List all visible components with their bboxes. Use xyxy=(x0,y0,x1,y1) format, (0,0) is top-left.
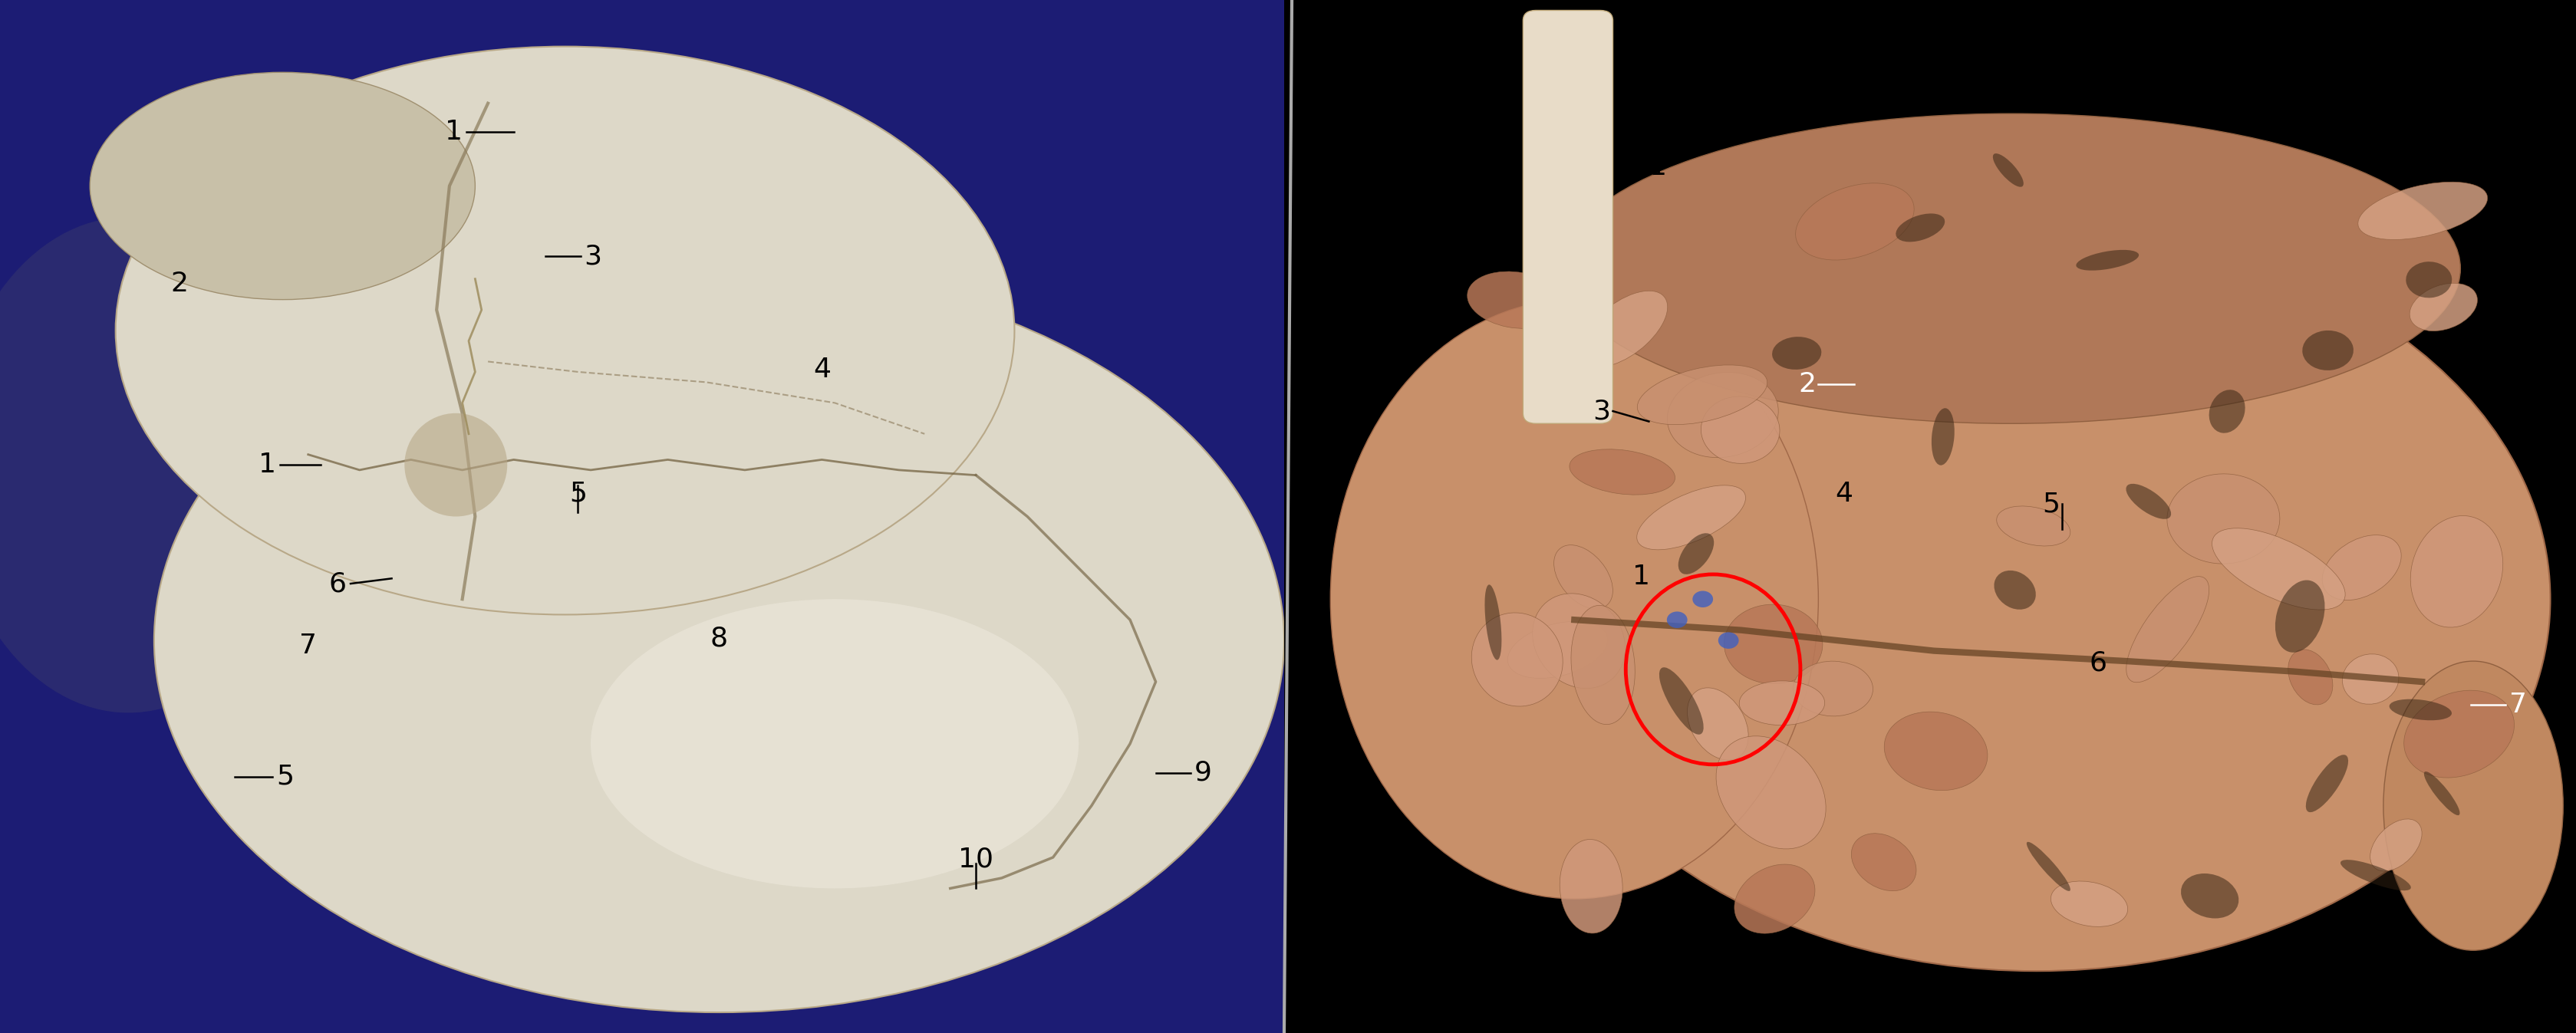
Ellipse shape xyxy=(1700,397,1780,464)
Ellipse shape xyxy=(1723,604,1824,684)
Text: 5: 5 xyxy=(569,480,587,507)
Ellipse shape xyxy=(2406,261,2452,298)
Ellipse shape xyxy=(1994,154,2025,187)
Text: 4: 4 xyxy=(814,356,829,383)
Ellipse shape xyxy=(1932,408,1955,465)
Ellipse shape xyxy=(1739,681,1824,725)
Text: 5: 5 xyxy=(2043,491,2061,518)
Ellipse shape xyxy=(1636,486,1747,550)
Ellipse shape xyxy=(90,72,474,300)
Ellipse shape xyxy=(2424,772,2460,815)
Ellipse shape xyxy=(2409,283,2478,331)
Ellipse shape xyxy=(1533,594,1625,688)
Text: 3: 3 xyxy=(1592,398,1610,425)
Ellipse shape xyxy=(2182,874,2239,918)
Ellipse shape xyxy=(1677,533,1713,574)
Ellipse shape xyxy=(1507,622,1607,679)
Ellipse shape xyxy=(1996,506,2071,546)
Text: 8: 8 xyxy=(711,625,729,652)
Ellipse shape xyxy=(1793,661,1873,716)
Ellipse shape xyxy=(1569,449,1674,495)
Text: 2: 2 xyxy=(1798,371,1816,398)
Ellipse shape xyxy=(1994,570,2035,609)
Ellipse shape xyxy=(2403,690,2514,778)
Ellipse shape xyxy=(2166,474,2280,564)
Ellipse shape xyxy=(1659,667,1703,734)
Ellipse shape xyxy=(155,269,1285,1012)
Ellipse shape xyxy=(2357,182,2488,240)
Ellipse shape xyxy=(1579,291,1667,367)
Ellipse shape xyxy=(2370,819,2421,871)
Ellipse shape xyxy=(2125,576,2210,683)
Text: 6: 6 xyxy=(2089,650,2107,677)
Text: 1: 1 xyxy=(446,119,461,146)
Text: 7: 7 xyxy=(2509,691,2527,718)
Ellipse shape xyxy=(0,217,309,713)
Text: 3: 3 xyxy=(585,243,603,270)
Ellipse shape xyxy=(2210,389,2246,433)
Ellipse shape xyxy=(2383,661,2563,950)
Ellipse shape xyxy=(1522,227,2550,971)
Ellipse shape xyxy=(2027,842,2071,891)
Text: 5: 5 xyxy=(276,763,294,790)
Ellipse shape xyxy=(1734,865,1816,934)
Ellipse shape xyxy=(1883,712,1989,790)
Ellipse shape xyxy=(2321,535,2401,600)
Text: 1: 1 xyxy=(1633,563,1651,590)
Ellipse shape xyxy=(2391,699,2452,720)
Text: 6: 6 xyxy=(330,570,348,597)
Ellipse shape xyxy=(2342,859,2411,890)
Ellipse shape xyxy=(1553,545,1613,608)
Ellipse shape xyxy=(1329,300,1819,899)
Ellipse shape xyxy=(590,599,1079,888)
Ellipse shape xyxy=(1795,183,1914,260)
Ellipse shape xyxy=(2287,650,2334,705)
Ellipse shape xyxy=(404,413,507,516)
Ellipse shape xyxy=(1896,214,1945,242)
Ellipse shape xyxy=(1484,585,1502,660)
Ellipse shape xyxy=(1852,834,1917,890)
Text: 2: 2 xyxy=(170,271,188,298)
Ellipse shape xyxy=(2306,755,2349,812)
Circle shape xyxy=(1718,632,1739,649)
Ellipse shape xyxy=(1471,613,1564,707)
Ellipse shape xyxy=(2303,331,2354,371)
Ellipse shape xyxy=(1667,372,1777,458)
Ellipse shape xyxy=(1468,272,1564,328)
FancyBboxPatch shape xyxy=(1522,10,1613,424)
Ellipse shape xyxy=(2076,250,2138,271)
Ellipse shape xyxy=(2125,483,2172,519)
Ellipse shape xyxy=(116,46,1015,615)
Text: 7: 7 xyxy=(299,632,317,659)
Text: 4: 4 xyxy=(1834,480,1852,507)
Ellipse shape xyxy=(1561,114,2460,424)
Circle shape xyxy=(1692,591,1713,607)
Ellipse shape xyxy=(2213,528,2344,609)
Ellipse shape xyxy=(2411,515,2504,627)
Ellipse shape xyxy=(1571,605,1636,724)
Text: 1: 1 xyxy=(258,451,276,478)
Ellipse shape xyxy=(1772,337,1821,370)
Text: 9: 9 xyxy=(1195,759,1211,786)
Ellipse shape xyxy=(1638,365,1767,425)
Ellipse shape xyxy=(1558,840,1623,933)
Circle shape xyxy=(1667,612,1687,628)
Text: 1: 1 xyxy=(1649,154,1667,181)
Ellipse shape xyxy=(2275,581,2324,653)
Ellipse shape xyxy=(1687,688,1749,760)
Ellipse shape xyxy=(2342,654,2398,705)
Text: 10: 10 xyxy=(958,846,994,873)
Ellipse shape xyxy=(1716,737,1826,849)
Ellipse shape xyxy=(2050,881,2128,927)
